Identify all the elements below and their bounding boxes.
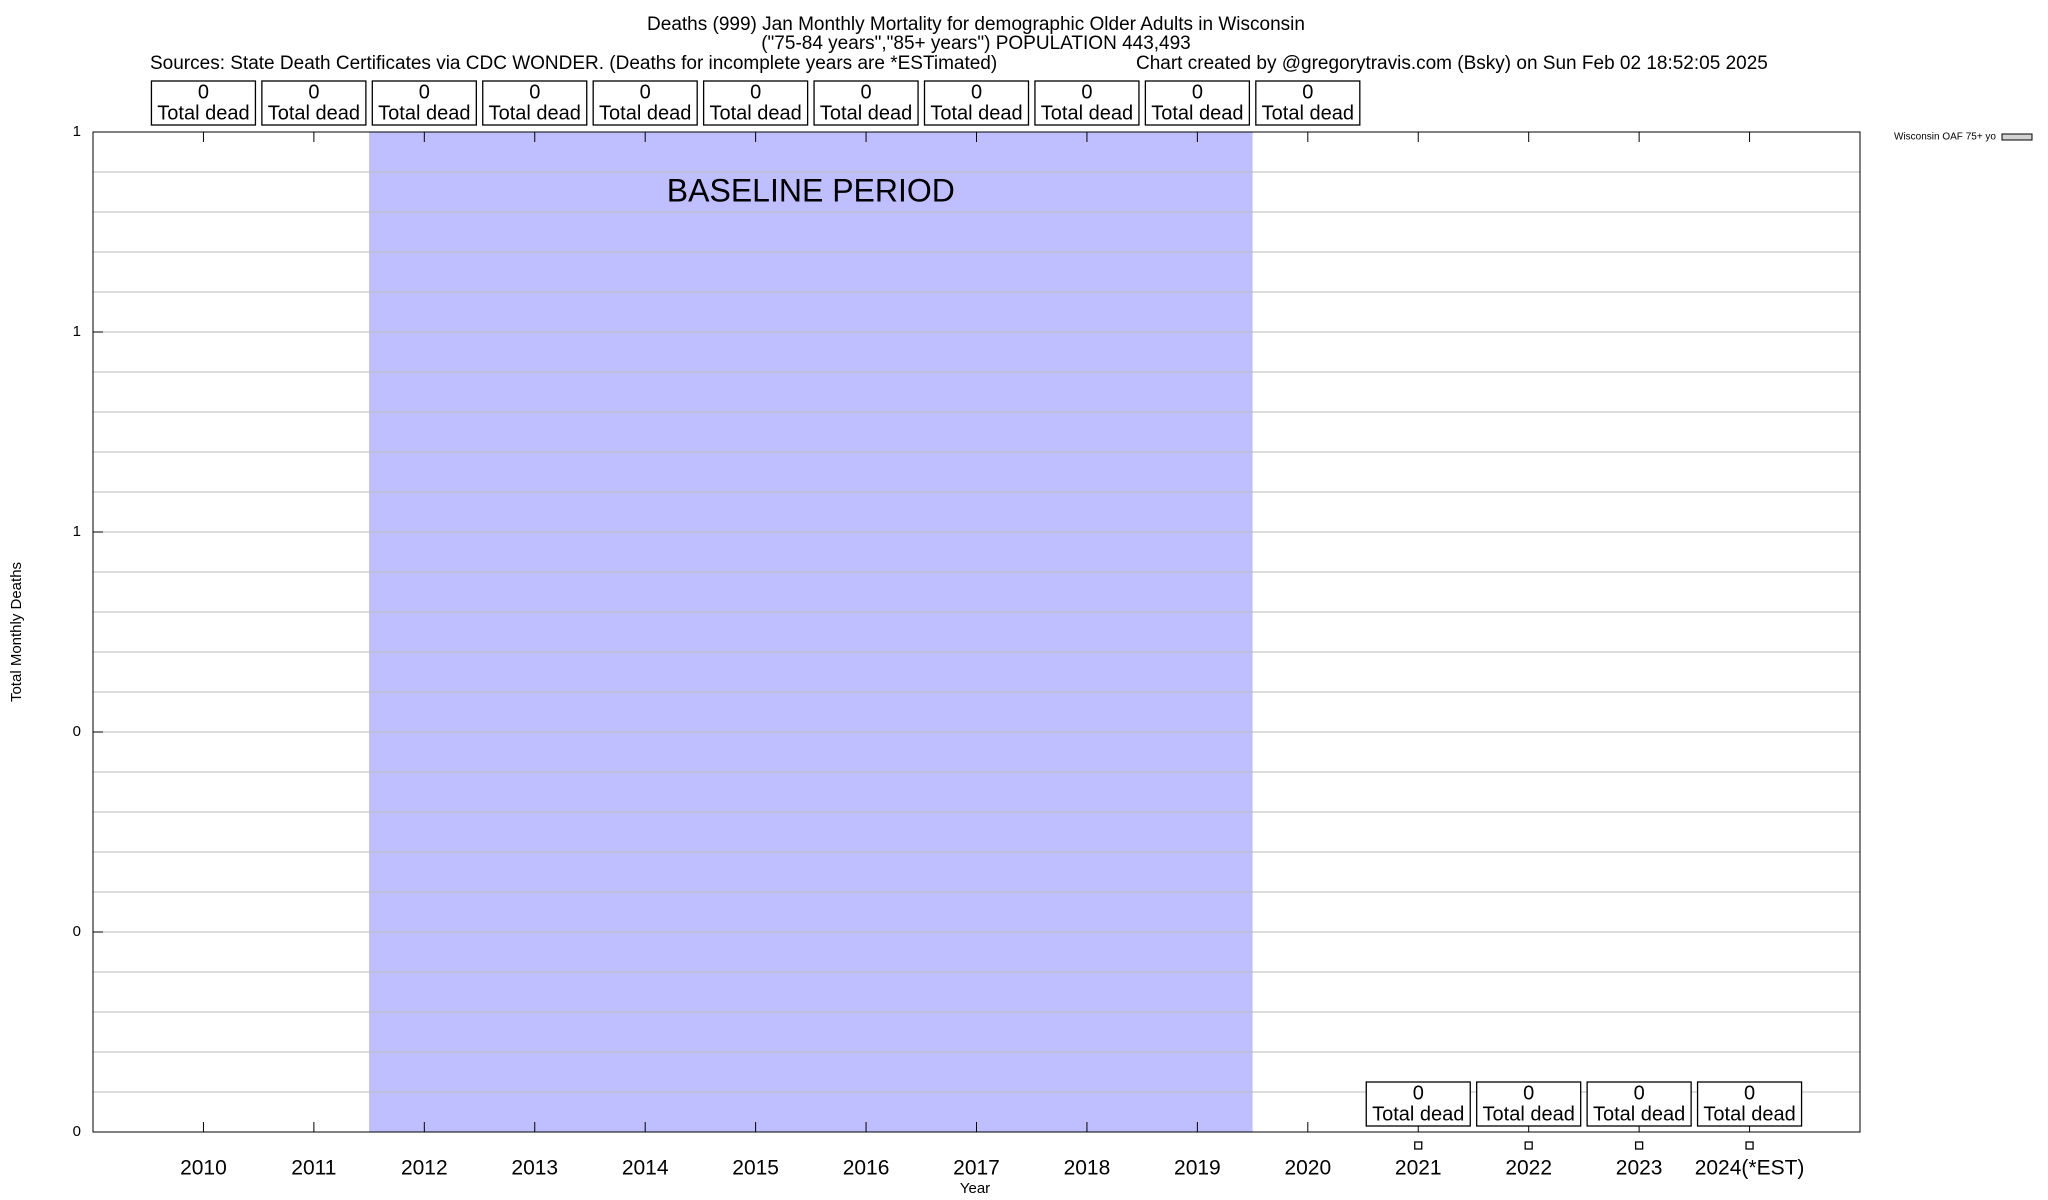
data-label-text: Total dead bbox=[489, 102, 581, 124]
data-label: 0 bbox=[1523, 1082, 1534, 1104]
data-label-text: Total dead bbox=[1041, 102, 1133, 124]
point-marker bbox=[1414, 1141, 1423, 1150]
x-tick-label: 2019 bbox=[1174, 1157, 1221, 1180]
data-label-text: Total dead bbox=[1703, 1103, 1795, 1125]
data-label: 0 bbox=[308, 81, 319, 103]
data-label-box bbox=[261, 80, 367, 126]
data-label-text: Total dead bbox=[378, 102, 470, 124]
x-tick-label: 2023 bbox=[1616, 1157, 1663, 1180]
data-label-box bbox=[482, 80, 588, 126]
data-label-text: Total dead bbox=[1151, 102, 1243, 124]
data-label-text: Total dead bbox=[599, 102, 691, 124]
point-marker bbox=[1634, 1141, 1644, 1150]
x-tick-label: 2014 bbox=[622, 1157, 669, 1180]
data-label: 0 bbox=[971, 81, 982, 103]
data-label-box bbox=[813, 80, 919, 126]
x-tick-label: 2012 bbox=[401, 1157, 448, 1180]
x-tick-label: 2022 bbox=[1505, 1157, 1552, 1180]
x-tick-label: 2024(*EST) bbox=[1695, 1157, 1805, 1180]
data-label-box bbox=[371, 80, 477, 126]
data-label-text: Total dead bbox=[709, 102, 801, 124]
x-tick-label: 2021 bbox=[1395, 1157, 1442, 1180]
x-tick-label: 2015 bbox=[732, 1157, 779, 1180]
data-label: 0 bbox=[1413, 1082, 1424, 1104]
data-label-box bbox=[1034, 80, 1140, 126]
data-label: 0 bbox=[861, 81, 872, 103]
data-label-box bbox=[1365, 1081, 1471, 1127]
data-label-box bbox=[1476, 1081, 1582, 1127]
data-label: 0 bbox=[1302, 81, 1313, 103]
data-label-text: Total dead bbox=[1372, 1103, 1464, 1125]
y-tick-label: 0 bbox=[73, 923, 81, 940]
data-label-text: Total dead bbox=[930, 102, 1022, 124]
data-label: 0 bbox=[640, 81, 651, 103]
data-label: 0 bbox=[1081, 81, 1092, 103]
data-label-box bbox=[1255, 80, 1361, 126]
data-label-box bbox=[1696, 1081, 1803, 1127]
x-tick-label: 2018 bbox=[1064, 1157, 1111, 1180]
data-label-box bbox=[702, 80, 809, 126]
chart-title: Deaths (999) Jan Monthly Mortality for d… bbox=[647, 14, 1305, 35]
y-tick-label: 0 bbox=[73, 1123, 81, 1140]
x-tick-label: 2013 bbox=[511, 1157, 558, 1180]
data-label-text: Total dead bbox=[1593, 1103, 1685, 1125]
data-label: 0 bbox=[419, 81, 430, 103]
chart-subtitle: ("75-84 years","85+ years") POPULATION 4… bbox=[761, 33, 1191, 54]
data-label-text: Total dead bbox=[157, 102, 249, 124]
legend-label: Wisconsin OAF 75+ yo bbox=[1894, 132, 1996, 143]
y-tick-label: 1 bbox=[73, 123, 81, 140]
x-tick-label: 2010 bbox=[180, 1157, 227, 1180]
data-label-text: Total dead bbox=[1483, 1103, 1575, 1125]
point-marker bbox=[1524, 1141, 1533, 1150]
data-label: 0 bbox=[198, 81, 209, 103]
x-tick-label: 2017 bbox=[953, 1157, 1000, 1180]
data-label: 0 bbox=[1634, 1082, 1645, 1104]
y-tick-label: 1 bbox=[73, 523, 81, 540]
x-axis-label: Year bbox=[960, 1180, 990, 1197]
legend-swatch bbox=[2001, 133, 2033, 141]
baseline-band bbox=[369, 132, 1253, 1132]
data-label: 0 bbox=[1192, 81, 1203, 103]
y-axis-label: Total Monthly Deaths bbox=[8, 562, 25, 702]
data-label-box bbox=[1586, 1081, 1692, 1127]
source-note: Sources: State Death Certificates via CD… bbox=[150, 53, 997, 74]
data-label-text: Total dead bbox=[1262, 102, 1354, 124]
x-tick-label: 2011 bbox=[291, 1157, 336, 1180]
x-tick-label: 2020 bbox=[1284, 1157, 1331, 1180]
data-label-box bbox=[592, 80, 698, 126]
data-label-text: Total dead bbox=[820, 102, 912, 124]
credit-note: Chart created by @gregorytravis.com (Bsk… bbox=[1136, 53, 1768, 74]
data-label: 0 bbox=[750, 81, 761, 103]
data-label-text: Total dead bbox=[268, 102, 360, 124]
x-tick-label: 2016 bbox=[843, 1157, 890, 1180]
y-tick-label: 1 bbox=[73, 323, 81, 340]
point-marker bbox=[1745, 1141, 1754, 1150]
data-label-box bbox=[923, 80, 1030, 126]
data-label: 0 bbox=[529, 81, 540, 103]
data-label-box bbox=[1144, 80, 1251, 126]
baseline-label: BASELINE PERIOD bbox=[667, 172, 955, 208]
data-label: 0 bbox=[1744, 1082, 1755, 1104]
data-label-box bbox=[150, 80, 257, 126]
y-tick-label: 0 bbox=[73, 723, 81, 740]
